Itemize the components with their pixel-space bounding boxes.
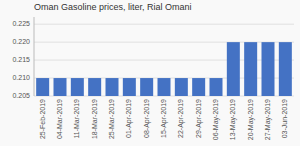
grid xyxy=(34,24,294,96)
x-tick-label: 22-Apr-2019 xyxy=(177,99,185,138)
x-tick-label: 27-May-2019 xyxy=(264,99,272,140)
y-tick-label: 0.215 xyxy=(12,56,30,63)
x-tick-label: 18-Mar-2019 xyxy=(91,99,98,139)
y-tick-label: 0.205 xyxy=(12,92,30,99)
bar xyxy=(123,78,136,96)
bar xyxy=(106,78,119,96)
x-tick-label: 15-Apr-2019 xyxy=(160,99,168,138)
x-tick-label: 13-May-2019 xyxy=(229,99,237,140)
x-tick-label: 06-May-2019 xyxy=(212,99,220,140)
bar xyxy=(279,42,292,96)
bar xyxy=(71,78,84,96)
y-tick-label: 0.210 xyxy=(12,74,30,81)
bar xyxy=(175,78,188,96)
bar xyxy=(158,78,171,96)
bars xyxy=(36,42,292,96)
bar xyxy=(210,78,223,96)
y-tick-label: 0.220 xyxy=(12,38,30,45)
bar xyxy=(36,78,49,96)
x-tick-label: 25-Mar-2019 xyxy=(108,99,115,139)
x-tick-label: 08-Apr-2019 xyxy=(143,99,151,138)
x-tick-label: 25-Feb-2019 xyxy=(39,99,46,139)
y-axis-line xyxy=(34,17,35,96)
bar xyxy=(262,42,275,96)
x-tick-label: 03-Jun-2019 xyxy=(281,99,288,138)
x-tick-label: 20-May-2019 xyxy=(247,99,255,140)
title: Oman Gasoline prices, liter, Rial Omani xyxy=(34,2,192,12)
bar xyxy=(54,78,67,96)
x-tick-label: 11-Mar-2019 xyxy=(73,99,80,139)
bar xyxy=(227,42,240,96)
x-tick-label: 29-Apr-2019 xyxy=(195,99,203,138)
x-tick-label: 04-Mar-2019 xyxy=(56,99,63,139)
bar xyxy=(88,78,101,96)
bar xyxy=(192,78,205,96)
bar xyxy=(244,42,257,96)
bar xyxy=(140,78,153,96)
y-tick-label: 0.225 xyxy=(12,20,30,27)
grid-line xyxy=(34,24,294,25)
chart: Oman Gasoline prices, liter, Rial Omani 0… xyxy=(0,0,300,146)
background xyxy=(0,0,300,146)
x-tick-label: 01-Apr-2019 xyxy=(125,99,133,138)
